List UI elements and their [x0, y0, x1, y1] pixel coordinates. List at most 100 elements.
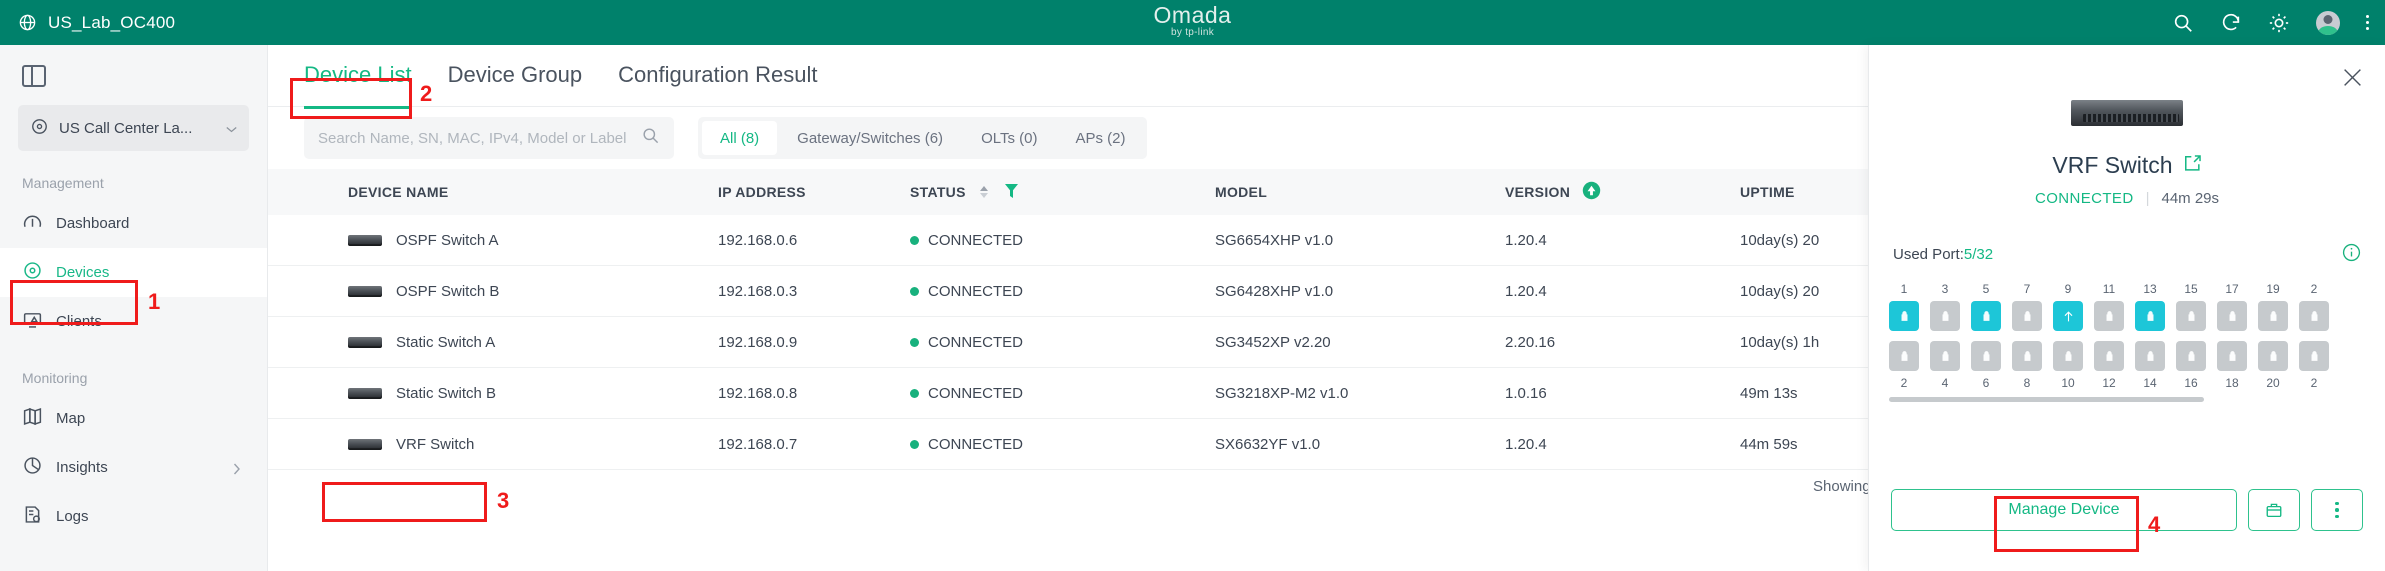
port-17[interactable] [2217, 301, 2247, 331]
port-label: 2 [1900, 376, 1908, 390]
brightness-icon[interactable] [2268, 12, 2290, 34]
cell-status: CONNECTED [910, 334, 1215, 351]
cell-model: SG3218XP-M2 v1.0 [1215, 384, 1349, 402]
table-row[interactable]: Static Switch B 192.168.0.8 CONNECTED SG… [268, 368, 2385, 419]
status-text: CONNECTED [928, 384, 1024, 402]
port-3[interactable] [1930, 301, 1960, 331]
port-label: 8 [2023, 376, 2031, 390]
more-icon[interactable] [2366, 15, 2369, 30]
filter-aps[interactable]: APs (2) [1075, 129, 1126, 147]
sidebar-item-dashboard[interactable]: Dashboard [0, 199, 267, 248]
tab-configuration-result[interactable]: Configuration Result [618, 61, 818, 87]
cell-device-name[interactable]: OSPF Switch A [268, 232, 718, 249]
toolbox-button[interactable] [2248, 489, 2300, 531]
map-icon [22, 406, 43, 431]
sidebar-item-clients[interactable]: Clients [0, 297, 267, 346]
tab-device-list[interactable]: Device List [304, 62, 412, 109]
column-header-device-name[interactable]: DEVICE NAME [348, 184, 449, 200]
port-2[interactable] [1889, 341, 1919, 371]
port-6[interactable] [1971, 341, 2001, 371]
port-21[interactable] [2299, 301, 2329, 331]
filter-gateway-switches[interactable]: Gateway/Switches (6) [797, 129, 944, 147]
search-box[interactable] [304, 117, 674, 159]
table-row[interactable]: OSPF Switch A 192.168.0.6 CONNECTED SG66… [268, 215, 2385, 266]
sidebar-item-insights[interactable]: Insights [0, 443, 267, 492]
sidebar-item-label: Insights [56, 459, 108, 476]
avatar[interactable] [2316, 10, 2340, 35]
port-label: 3 [1941, 282, 1949, 296]
cell-model: SG6428XHP v1.0 [1215, 282, 1334, 300]
port-13[interactable] [2135, 301, 2165, 331]
sort-arrows-icon[interactable] [979, 186, 988, 198]
cell-device-name[interactable]: OSPF Switch B [268, 283, 718, 300]
port-11[interactable] [2094, 301, 2124, 331]
port-20[interactable] [2258, 341, 2288, 371]
panel-more-button[interactable] [2311, 489, 2363, 531]
port-label: 2 [2310, 282, 2318, 296]
port-1[interactable] [1889, 301, 1919, 331]
close-icon[interactable] [2342, 67, 2363, 88]
refresh-icon[interactable] [2220, 12, 2242, 34]
upgrade-available-icon[interactable] [1582, 181, 1601, 203]
device-type-filter: All (8) Gateway/Switches (6) OLTs (0) AP… [698, 117, 1148, 159]
site-indicator[interactable]: US_Lab_OC400 [0, 13, 175, 33]
column-header-status[interactable]: STATUS [910, 183, 1215, 201]
search-icon[interactable] [2172, 12, 2194, 34]
cell-uptime: 49m 13s [1740, 384, 1798, 402]
sidebar-collapse-icon[interactable] [22, 65, 46, 87]
sidebar-item-logs[interactable]: Logs [0, 492, 267, 541]
sidebar-item-label: Devices [56, 264, 110, 281]
table-row[interactable]: OSPF Switch B 192.168.0.3 CONNECTED SG64… [268, 266, 2385, 317]
status-text: CONNECTED [928, 282, 1024, 300]
search-input[interactable] [318, 129, 641, 147]
port-18[interactable] [2217, 341, 2247, 371]
cell-device-name[interactable]: Static Switch A [268, 334, 718, 351]
filter-olts[interactable]: OLTs (0) [981, 129, 1038, 147]
port-16[interactable] [2176, 341, 2206, 371]
cell-device-name[interactable]: VRF Switch [268, 436, 718, 453]
column-header-model[interactable]: MODEL [1215, 184, 1268, 200]
sidebar-group-monitoring: Monitoring [22, 370, 88, 386]
port-10[interactable] [2053, 341, 2083, 371]
port-22[interactable] [2299, 341, 2329, 371]
tab-bar: Device List Device Group Configuration R… [268, 45, 2385, 109]
column-header-ip-address[interactable]: IP ADDRESS [718, 184, 806, 200]
tab-device-group[interactable]: Device Group [447, 61, 583, 87]
filter-all[interactable]: All (8) [702, 121, 778, 155]
more-vertical-icon [2335, 501, 2339, 519]
switch-thumbnail-icon [348, 387, 382, 399]
table-footer: Showing [268, 470, 2385, 504]
location-pin-icon [30, 117, 49, 140]
sidebar-item-map[interactable]: Map [0, 394, 267, 443]
port-9-uplink[interactable] [2053, 301, 2083, 331]
port-7[interactable] [2012, 301, 2042, 331]
port-4[interactable] [1930, 341, 1960, 371]
site-selector[interactable]: US Call Center La... [18, 105, 249, 151]
port-14[interactable] [2135, 341, 2165, 371]
brand-subtitle: by tp-link [1170, 27, 1214, 39]
device-name-text: Static Switch B [396, 384, 497, 402]
toolbox-icon [2266, 503, 2282, 518]
brand-logo: Omada by tp-link [0, 3, 2385, 38]
port-15[interactable] [2176, 301, 2206, 331]
toolbar: All (8) Gateway/Switches (6) OLTs (0) AP… [268, 107, 2385, 169]
filter-funnel-icon[interactable] [997, 183, 1018, 201]
table-row[interactable]: Static Switch A 192.168.0.9 CONNECTED SG… [268, 317, 2385, 368]
port-19[interactable] [2258, 301, 2288, 331]
port-8[interactable] [2012, 341, 2042, 371]
edit-icon[interactable] [2183, 152, 2202, 179]
info-icon[interactable] [2342, 243, 2361, 266]
port-5[interactable] [1971, 301, 2001, 331]
manage-device-button[interactable]: Manage Device [1891, 489, 2237, 531]
cell-device-name[interactable]: Static Switch B [268, 385, 718, 402]
port-label: 6 [1982, 376, 1990, 390]
sidebar-item-devices[interactable]: Devices [0, 248, 267, 297]
column-header-uptime[interactable]: UPTIME [1740, 184, 1795, 200]
switch-thumbnail-icon [348, 234, 382, 246]
column-header-version[interactable]: VERSION [1505, 181, 1740, 203]
port-row-bottom [1889, 341, 2385, 371]
search-icon[interactable] [641, 126, 660, 150]
cell-ip-address: 192.168.0.3 [718, 282, 798, 300]
port-12[interactable] [2094, 341, 2124, 371]
table-row[interactable]: VRF Switch 192.168.0.7 CONNECTED SX6632Y… [268, 419, 2385, 470]
